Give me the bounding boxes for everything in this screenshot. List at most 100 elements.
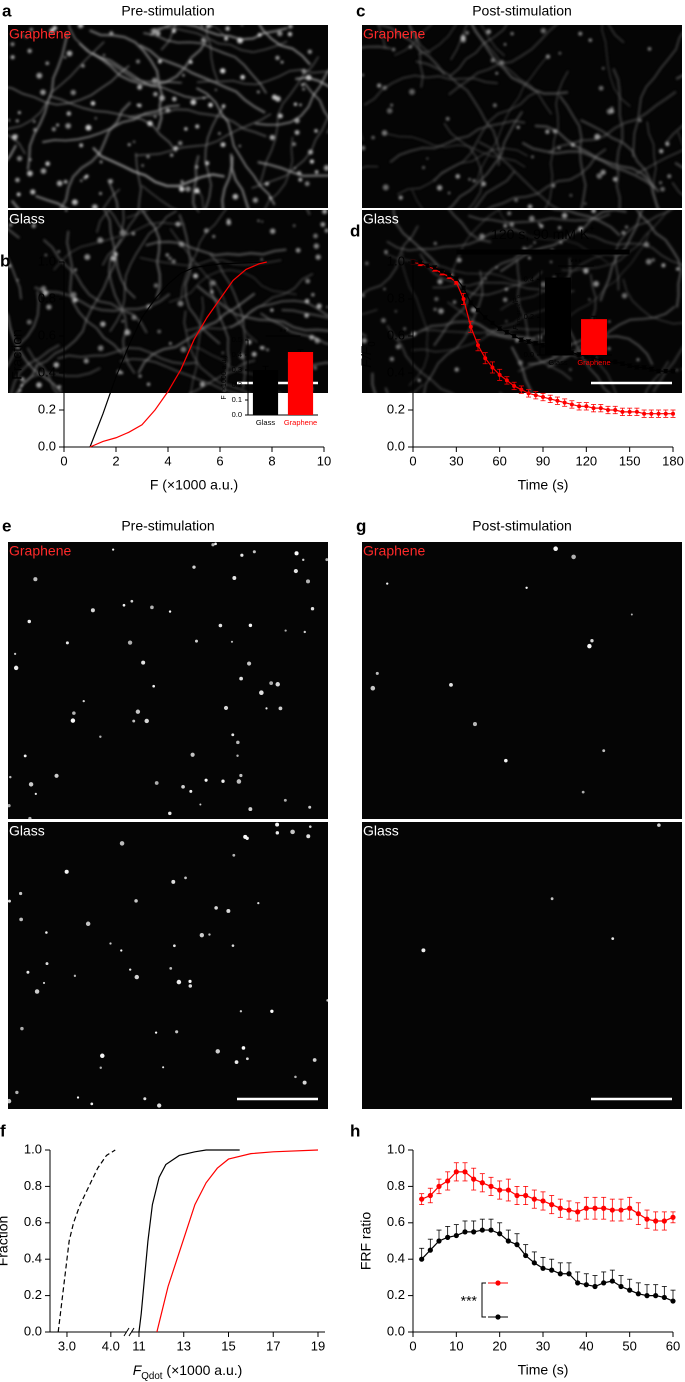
series-line — [138, 1149, 240, 1333]
qdot — [386, 582, 389, 585]
bouton — [468, 178, 472, 181]
bouton — [18, 111, 21, 115]
bouton — [314, 170, 319, 174]
neurite — [594, 353, 617, 393]
series-line — [57, 1149, 116, 1333]
bouton — [495, 71, 499, 75]
qdot — [127, 640, 133, 645]
qdot — [28, 782, 34, 787]
qdot — [19, 917, 24, 922]
qdot — [602, 749, 606, 753]
marker — [569, 402, 574, 407]
stimulus-label: 120 s, 90 mM K+ — [491, 224, 595, 242]
x-axis-label: Time (s) — [518, 477, 569, 493]
bouton — [49, 28, 55, 34]
x-tick-label: 180 — [662, 453, 684, 468]
label-part: F/F — [358, 345, 374, 367]
qdot — [173, 944, 176, 948]
bouton — [304, 313, 309, 318]
qdot — [257, 902, 260, 905]
bouton — [20, 377, 25, 382]
marker — [445, 1178, 451, 1184]
bouton — [472, 179, 476, 183]
qdot — [154, 1031, 158, 1034]
y-tick-label: 0.2 — [387, 401, 405, 416]
bouton — [31, 223, 36, 228]
bouton — [99, 192, 102, 195]
bouton — [308, 149, 314, 155]
panel-label: g — [356, 516, 366, 535]
y-tick-label: 0.0 — [232, 410, 242, 419]
bouton — [503, 43, 507, 46]
neurite — [408, 25, 424, 88]
neurite — [397, 320, 536, 342]
qdot — [28, 816, 32, 819]
marker — [649, 411, 654, 416]
legend-marker — [495, 1314, 501, 1320]
marker — [613, 359, 618, 364]
qdot — [27, 619, 31, 624]
bouton — [102, 53, 106, 57]
neurite — [107, 238, 136, 375]
y-tick-label: 0.2 — [387, 1287, 405, 1302]
neurite — [140, 210, 162, 299]
bouton — [598, 85, 604, 91]
y-tick-label: 0.0 — [38, 438, 56, 453]
bouton — [45, 61, 50, 66]
bouton — [294, 118, 300, 124]
marker — [634, 365, 639, 370]
qdot — [192, 565, 196, 569]
qdot — [275, 682, 280, 687]
neurite — [386, 228, 526, 252]
marker — [483, 315, 488, 320]
bar — [287, 352, 314, 415]
qdot — [119, 841, 125, 846]
bouton — [80, 179, 83, 182]
y-axis-label: F170–180s/F0 — [513, 295, 522, 330]
y-tick-label: 0.4 — [387, 1251, 405, 1266]
neurite — [16, 365, 39, 393]
x-tick-label: 40 — [579, 1338, 593, 1353]
bouton — [326, 306, 328, 309]
bouton — [313, 366, 318, 370]
marker — [627, 409, 632, 414]
neurite — [59, 101, 132, 208]
neurite — [8, 134, 26, 155]
bouton — [264, 181, 270, 186]
y-axis-label: F (×1000 a.u.) — [221, 355, 228, 399]
qdot — [657, 823, 661, 827]
neurite — [258, 25, 311, 66]
bouton — [16, 279, 19, 282]
bouton — [612, 176, 618, 182]
bouton — [591, 210, 597, 214]
bouton — [74, 268, 77, 272]
bouton — [224, 36, 229, 41]
bouton — [172, 96, 177, 102]
marker — [523, 1192, 529, 1199]
qdot — [162, 1066, 165, 1069]
neurite — [42, 238, 148, 334]
y-axis-label: F/F0 — [358, 341, 378, 368]
bouton — [528, 256, 531, 260]
bouton — [569, 368, 572, 371]
bouton — [287, 31, 293, 37]
bouton — [184, 127, 188, 131]
x-axis-label: Time (s) — [518, 1362, 569, 1378]
substrate-label: Graphene — [363, 543, 425, 559]
neurite — [196, 285, 328, 333]
bouton — [408, 88, 415, 95]
bouton — [452, 300, 457, 304]
bouton — [552, 129, 558, 134]
marker — [497, 1187, 503, 1193]
bouton — [182, 73, 185, 77]
marker — [591, 406, 596, 411]
neurite — [89, 29, 163, 131]
bouton — [481, 181, 487, 187]
bouton — [171, 28, 177, 33]
neurite — [183, 310, 251, 393]
neurite — [135, 152, 142, 208]
marker — [483, 356, 488, 361]
qdot — [9, 775, 12, 779]
neurite — [107, 179, 119, 208]
